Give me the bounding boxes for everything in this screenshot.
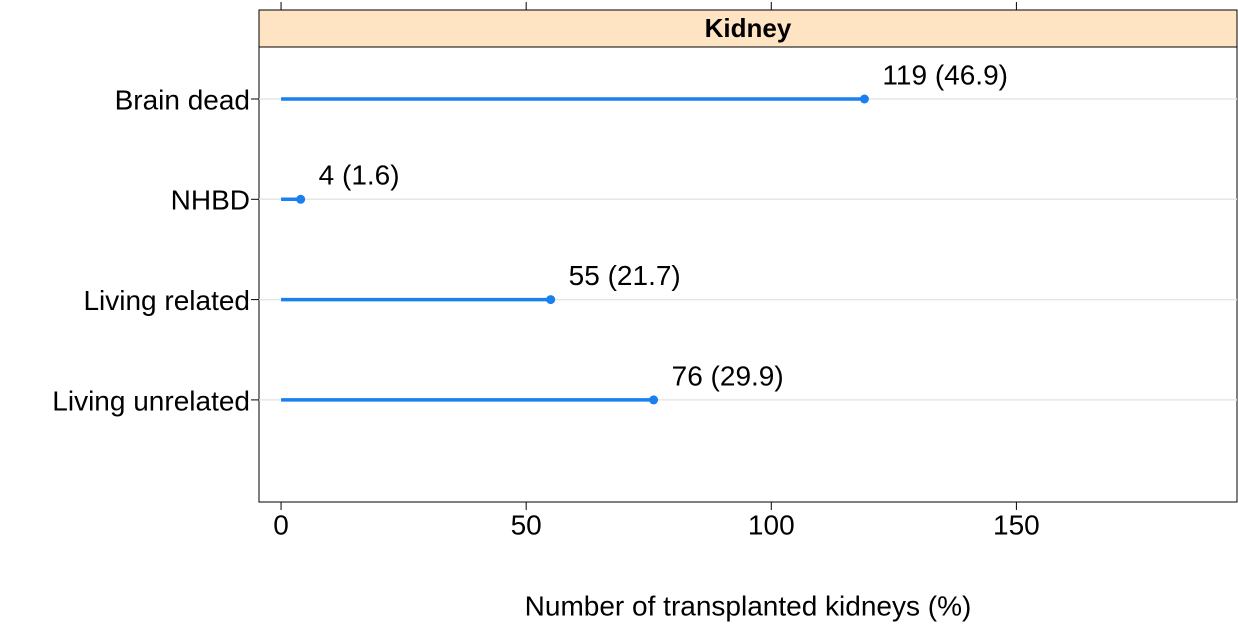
x-tick-label: 100 — [748, 509, 795, 540]
dot — [649, 395, 659, 405]
value-label: 119 (46.9) — [882, 59, 1008, 90]
x-tick-label: 150 — [993, 509, 1040, 540]
x-axis-label: Number of transplanted kidneys (%) — [525, 590, 972, 621]
y-tick-label: Brain dead — [115, 84, 250, 115]
value-label: 4 (1.6) — [319, 160, 400, 191]
value-label: 76 (29.9) — [672, 360, 784, 391]
strip — [258, 9, 1238, 48]
value-label: 55 (21.7) — [569, 260, 681, 291]
x-tick-label: 50 — [511, 509, 542, 540]
dot — [859, 94, 869, 104]
x-tick-label: 0 — [273, 509, 289, 540]
dot — [296, 194, 306, 204]
strip-title: Kidney — [705, 13, 792, 43]
y-tick-label: Living unrelated — [52, 385, 250, 416]
y-tick-label: NHBD — [171, 185, 250, 216]
y-tick-label: Living related — [83, 285, 250, 316]
dot — [546, 295, 556, 305]
panel-border — [258, 9, 1238, 503]
